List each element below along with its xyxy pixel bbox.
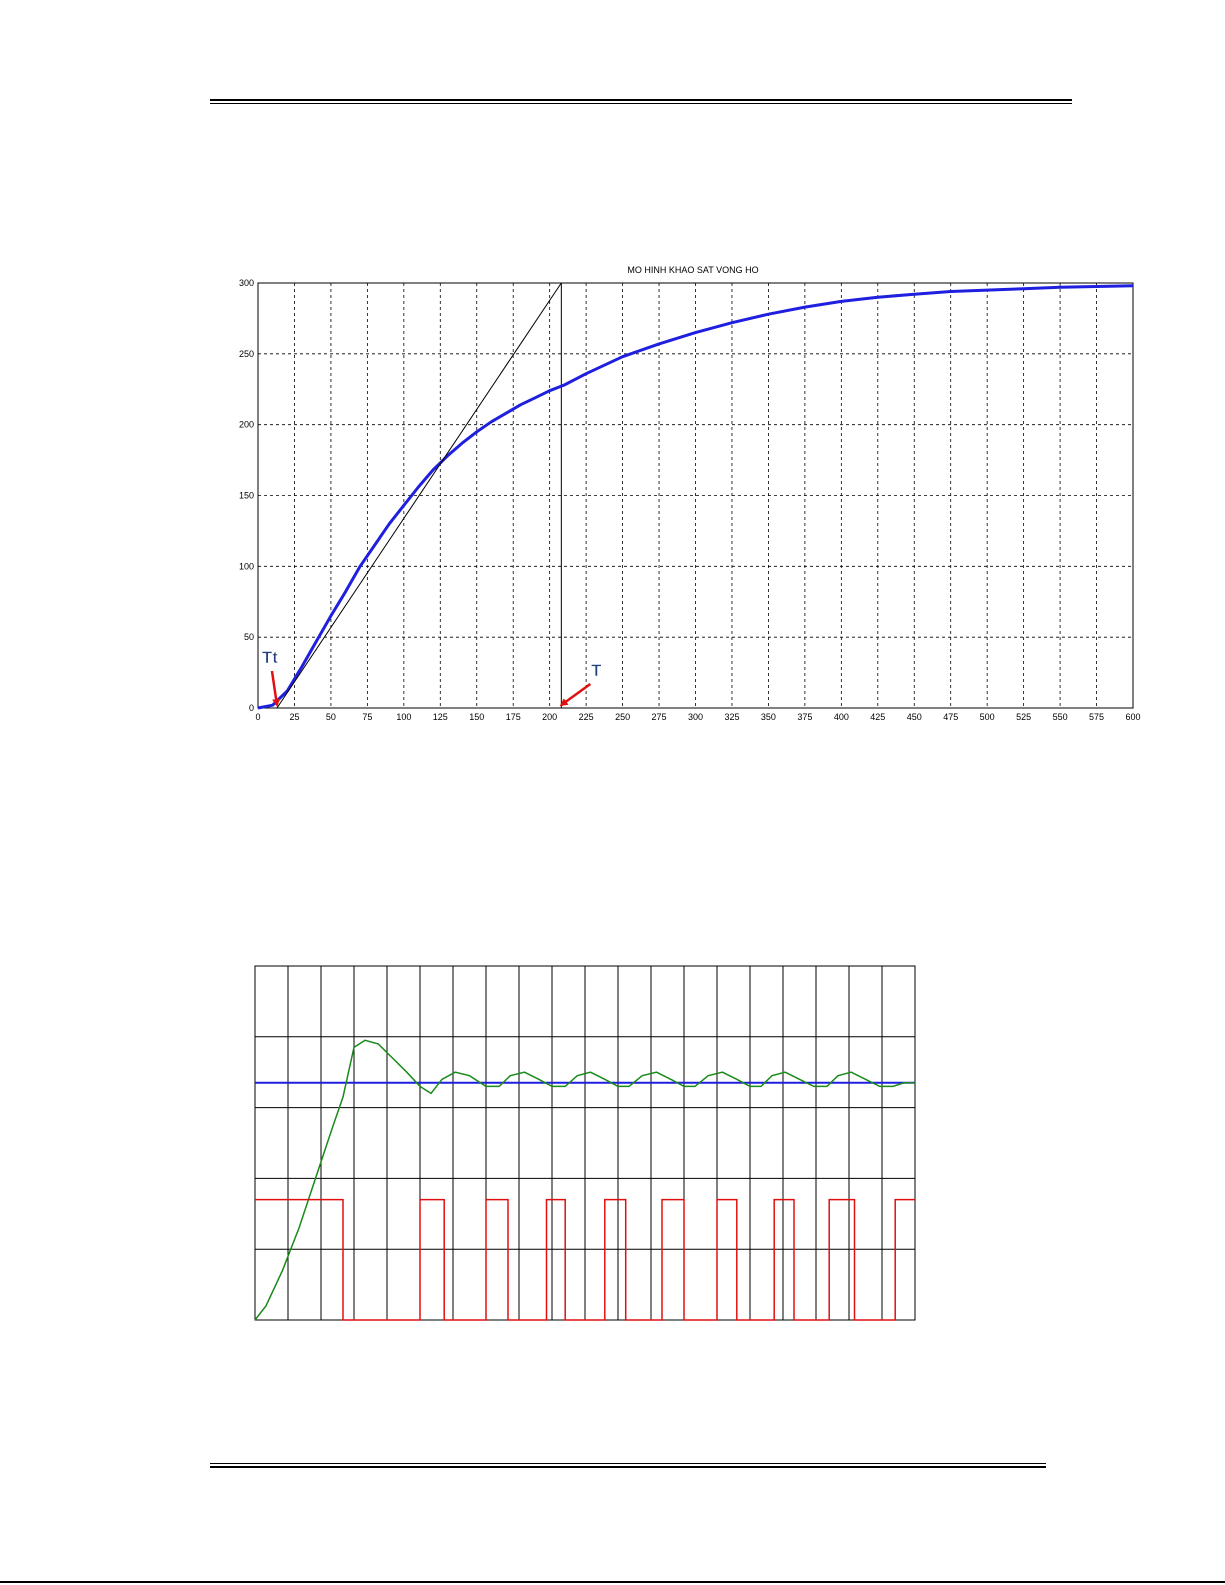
annotation-label: Tt <box>262 648 278 667</box>
x-tick-label: 225 <box>579 712 594 722</box>
response-curve <box>257 284 1134 710</box>
annotation-arrow <box>270 670 281 707</box>
x-tick-label: 350 <box>761 712 776 722</box>
step-response-chart: MO HINH KHAO SAT VONG HO 0 25 50 75 100 125 15… <box>239 265 1141 722</box>
chart-grid <box>254 965 916 1321</box>
header-rule <box>210 99 1072 107</box>
x-tick-label: 400 <box>834 712 849 722</box>
x-tick-label: 0 <box>255 712 260 722</box>
x-tick-label: 275 <box>652 712 667 722</box>
annotation-arrow <box>559 682 592 707</box>
relay-output <box>255 1198 915 1321</box>
x-tick-label: 250 <box>615 712 630 722</box>
x-tick-label: 325 <box>724 712 739 722</box>
x-tick-label: 425 <box>870 712 885 722</box>
x-tick-label: 175 <box>506 712 521 722</box>
x-tick-label: 500 <box>980 712 995 722</box>
x-tick-label: 75 <box>362 712 372 722</box>
page-bottom-line <box>0 1581 1225 1583</box>
tangent-line <box>276 282 562 709</box>
y-tick-label: 250 <box>239 349 254 359</box>
y-tick-label: 150 <box>239 491 254 501</box>
x-tick-label: 200 <box>542 712 557 722</box>
process-curve <box>254 1039 915 1321</box>
x-tick-label: 100 <box>396 712 411 722</box>
x-tick-label: 475 <box>943 712 958 722</box>
x-tick-label: 450 <box>907 712 922 722</box>
x-tick-label: 300 <box>688 712 703 722</box>
y-tick-label: 0 <box>249 703 254 713</box>
plot-frame <box>257 282 1134 709</box>
y-tick-label: 50 <box>244 632 254 642</box>
chart-series <box>254 1039 915 1321</box>
chart-series <box>257 282 1134 710</box>
x-tick-label: 550 <box>1053 712 1068 722</box>
x-tick-label: 375 <box>797 712 812 722</box>
relay-oscillation-chart <box>254 965 916 1321</box>
y-tick-label: 100 <box>239 561 254 571</box>
x-tick-label: 25 <box>289 712 299 722</box>
y-tick-label: 300 <box>239 278 254 288</box>
tick-labels: 0 25 50 75 100 125 150 175 200 225 250 275 300 325 350… <box>239 278 1141 722</box>
y-tick-label: 200 <box>239 420 254 430</box>
chart-grid <box>257 282 1134 709</box>
x-tick-label: 150 <box>469 712 484 722</box>
annotations: Tt T <box>262 648 602 707</box>
x-tick-label: 125 <box>433 712 448 722</box>
chart-title: MO HINH KHAO SAT VONG HO <box>627 265 758 275</box>
footer-rule <box>210 1463 1046 1471</box>
annotation-label: T <box>591 661 602 680</box>
x-tick-label: 600 <box>1125 712 1140 722</box>
x-tick-label: 575 <box>1089 712 1104 722</box>
x-tick-label: 50 <box>326 712 336 722</box>
x-tick-label: 525 <box>1016 712 1031 722</box>
